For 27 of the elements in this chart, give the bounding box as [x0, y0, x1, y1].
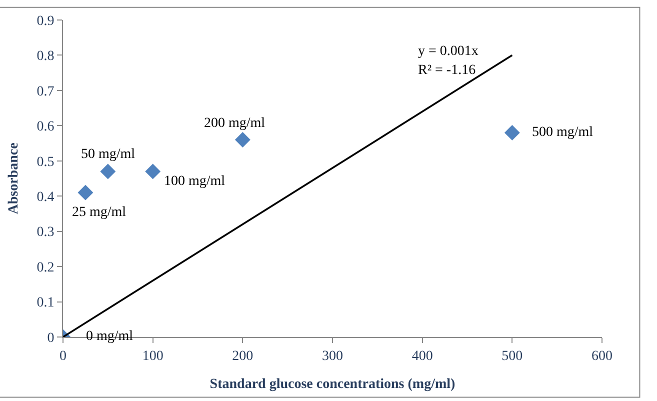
x-axis-title: Standard glucose concentrations (mg/ml) [210, 377, 456, 392]
annotation: 0 mg/ml [86, 329, 134, 344]
y-axis-title: Absorbance [6, 142, 22, 214]
x-tick-label: 500 [502, 348, 523, 364]
y-tick-label: 0.9 [36, 14, 54, 29]
annotation: 500 mg/ml [532, 125, 594, 140]
annotation: 25 mg/ml [72, 205, 126, 220]
annotation: y = 0.001x [418, 44, 478, 59]
y-tick-label: 0.3 [36, 225, 54, 240]
x-tick-label: 300 [322, 348, 343, 364]
y-tick-label: 0 [47, 330, 54, 346]
annotation: 200 mg/ml [204, 116, 266, 131]
y-tick-label: 0.2 [36, 260, 54, 276]
annotation: 50 mg/ml [81, 147, 136, 162]
y-tick-label: 0.8 [36, 49, 54, 64]
y-tick-label: 0.7 [36, 84, 54, 100]
annotation: 100 mg/ml [164, 174, 226, 189]
x-tick-label: 100 [142, 348, 164, 364]
y-tick-label: 0.4 [36, 190, 54, 206]
annotation: R² = -1.16 [418, 63, 476, 78]
x-tick-label: 400 [412, 348, 433, 364]
x-tick-label: 200 [232, 348, 254, 364]
x-tick-label: 600 [592, 348, 612, 364]
y-tick-label: 0.1 [36, 296, 54, 311]
y-tick-label: 0.6 [36, 120, 54, 135]
y-tick-label: 0.5 [36, 154, 54, 170]
x-tick-label: 0 [60, 348, 66, 364]
